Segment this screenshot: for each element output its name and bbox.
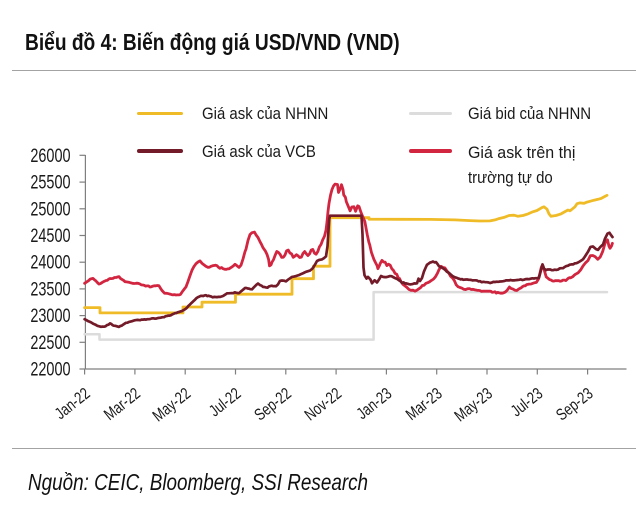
svg-text:Jan-22: Jan-22 bbox=[52, 385, 94, 423]
svg-text:25000: 25000 bbox=[30, 198, 70, 219]
svg-text:Jan-23: Jan-23 bbox=[354, 385, 396, 423]
svg-text:Jul-23: Jul-23 bbox=[508, 385, 547, 421]
svg-text:25500: 25500 bbox=[30, 172, 70, 193]
svg-text:26000: 26000 bbox=[30, 145, 70, 166]
svg-text:Sep-22: Sep-22 bbox=[252, 385, 296, 425]
svg-text:May-23: May-23 bbox=[452, 385, 497, 426]
svg-text:Sep-23: Sep-23 bbox=[553, 385, 597, 425]
svg-text:Mar-23: Mar-23 bbox=[403, 385, 446, 424]
svg-text:Nov-22: Nov-22 bbox=[302, 385, 346, 425]
svg-text:Mar-22: Mar-22 bbox=[101, 385, 144, 424]
svg-text:22000: 22000 bbox=[30, 359, 70, 380]
svg-text:May-22: May-22 bbox=[150, 385, 195, 426]
svg-text:23000: 23000 bbox=[30, 305, 70, 326]
svg-text:23500: 23500 bbox=[30, 279, 70, 300]
svg-text:24500: 24500 bbox=[30, 225, 70, 246]
svg-text:Jul-22: Jul-22 bbox=[206, 385, 245, 421]
svg-text:22500: 22500 bbox=[30, 332, 70, 353]
svg-text:24000: 24000 bbox=[30, 252, 70, 273]
